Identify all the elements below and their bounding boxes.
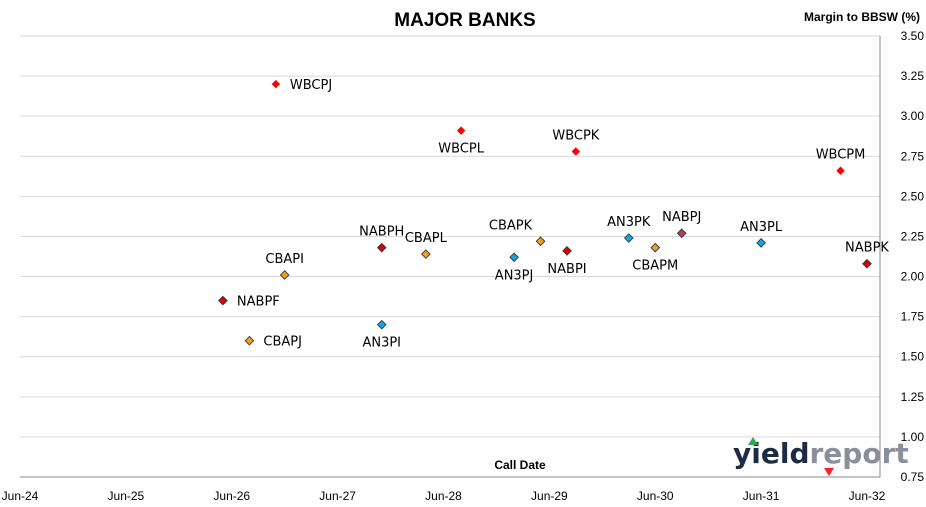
y-tick-label: 3.00 (901, 109, 925, 123)
data-point (456, 126, 466, 135)
point-label: AN3PJ (495, 268, 534, 283)
data-point (862, 258, 872, 269)
y-tick-label: 3.25 (901, 69, 925, 83)
point-label: NABPK (845, 241, 889, 256)
y-tick-label: 2.00 (901, 270, 925, 284)
point-label: WBCPK (552, 128, 599, 143)
x-tick-label: Jun-27 (319, 489, 356, 503)
point-label: WBCPJ (290, 78, 332, 93)
y-axis-label: Margin to BBSW (%) (804, 10, 920, 24)
point-label: CBAPL (405, 231, 448, 246)
y-tick-labels: 3.50 3.25 3.00 2.75 2.50 2.25 2.00 1.75 1.50 1.25… (901, 29, 925, 484)
point-label: NABPJ (662, 210, 701, 225)
point-label: AN3PI (362, 336, 401, 351)
y-tick-label: 1.50 (901, 350, 925, 364)
y-tick-label: 2.25 (901, 229, 925, 243)
x-axis-label: Call Date (494, 458, 546, 472)
point-label: CBAPI (265, 252, 304, 267)
data-point (421, 249, 431, 259)
x-tick-label: Jun-30 (637, 489, 674, 503)
data-point (756, 238, 766, 248)
point-label: NABPI (547, 262, 586, 277)
x-tick-label: Jun-31 (743, 489, 780, 503)
y-tick-label: 3.50 (901, 29, 925, 43)
point-label: CBAPK (489, 218, 533, 233)
logo-up-arrow-icon (748, 437, 758, 445)
data-point (376, 319, 387, 330)
y-tick-label: 0.75 (901, 470, 925, 484)
data-point (623, 233, 634, 243)
chart-title: MAJOR BANKS (394, 10, 535, 31)
y-tick-label: 1.75 (901, 310, 925, 324)
point-labels: WBCPJ WBCPL WBCPK WBCPM NABPH CBAPL CBAPI CBAPK… (237, 78, 889, 351)
y-tick-label: 2.50 (901, 189, 925, 203)
x-tick-label: Jun-25 (108, 489, 145, 503)
point-label: NABPF (237, 295, 280, 310)
point-label: AN3PL (740, 220, 783, 235)
point-label: CBAPJ (263, 335, 302, 350)
data-point (535, 236, 546, 247)
data-point (218, 295, 228, 306)
point-label: NABPH (359, 225, 404, 240)
data-point (376, 242, 387, 253)
data-point (650, 242, 661, 253)
data-point (562, 246, 572, 256)
yieldreport-logo: yieldreport (733, 437, 909, 476)
logo-text: yieldreport (733, 437, 909, 470)
data-point (279, 270, 290, 280)
data-points (218, 79, 872, 346)
data-point (571, 147, 581, 156)
x-tick-label: Jun-28 (425, 489, 462, 503)
y-tick-label: 1.25 (901, 390, 925, 404)
x-tick-label: Jun-26 (213, 489, 250, 503)
point-label: AN3PK (607, 215, 651, 230)
logo-down-arrow-icon (824, 468, 834, 476)
data-point (244, 335, 255, 346)
gridlines (20, 35, 880, 438)
x-tick-label: Jun-24 (2, 489, 39, 503)
point-label: CBAPM (632, 259, 678, 274)
point-label: WBCPL (438, 142, 484, 157)
x-tick-label: Jun-32 (849, 489, 886, 503)
point-label: WBCPM (816, 148, 866, 163)
x-tick-label: Jun-29 (531, 489, 568, 503)
y-tick-label: 1.00 (901, 430, 925, 444)
data-point (836, 166, 845, 175)
data-point (271, 79, 281, 89)
data-point (509, 252, 519, 263)
y-tick-label: 2.75 (901, 149, 925, 163)
x-tick-labels: Jun-24 Jun-25 Jun-26 Jun-27 Jun-28 Jun-29 Jun-… (2, 489, 886, 503)
data-point (676, 228, 687, 239)
